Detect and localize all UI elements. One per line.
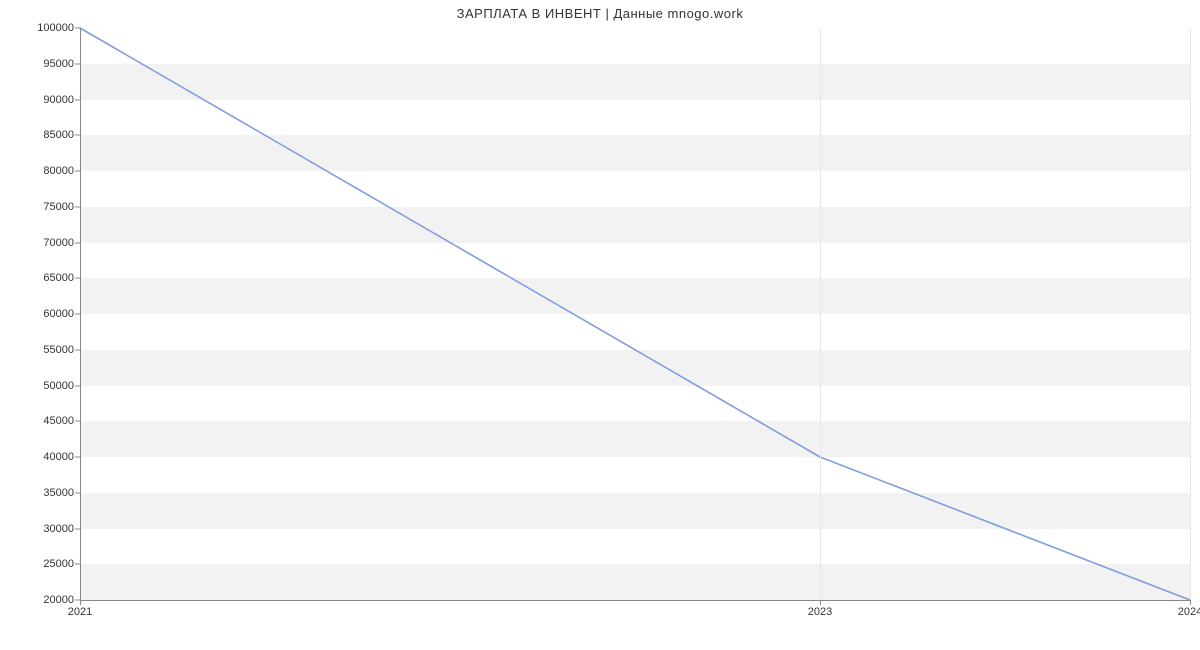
y-tick-label: 20000 <box>43 594 74 606</box>
x-axis-line <box>80 600 1190 601</box>
y-tick-label: 75000 <box>43 201 74 213</box>
y-tick-label: 85000 <box>43 129 74 141</box>
chart-title: ЗАРПЛАТА В ИНВЕНТ | Данные mnogo.work <box>0 6 1200 21</box>
y-tick-label: 40000 <box>43 451 74 463</box>
x-gridline <box>1190 28 1191 600</box>
y-tick-label: 80000 <box>43 165 74 177</box>
x-tick-label: 2021 <box>68 606 92 618</box>
x-tick-label: 2024 <box>1178 606 1200 618</box>
y-tick-label: 35000 <box>43 487 74 499</box>
y-axis-line <box>80 28 81 600</box>
y-tick-label: 60000 <box>43 308 74 320</box>
y-tick-label: 45000 <box>43 415 74 427</box>
x-gridline <box>820 28 821 600</box>
x-tick-mark <box>1190 600 1191 605</box>
y-tick-label: 70000 <box>43 237 74 249</box>
y-tick-label: 25000 <box>43 558 74 570</box>
y-tick-label: 65000 <box>43 272 74 284</box>
y-tick-label: 30000 <box>43 523 74 535</box>
y-tick-label: 100000 <box>37 22 74 34</box>
salary-line-chart: ЗАРПЛАТА В ИНВЕНТ | Данные mnogo.work 20… <box>0 0 1200 650</box>
y-tick-label: 90000 <box>43 94 74 106</box>
plot-area: 2000025000300003500040000450005000055000… <box>80 28 1190 600</box>
y-tick-label: 55000 <box>43 344 74 356</box>
y-tick-label: 95000 <box>43 58 74 70</box>
y-tick-label: 50000 <box>43 380 74 392</box>
series-line-salary <box>80 28 1190 600</box>
line-series <box>80 28 1190 600</box>
x-tick-label: 2023 <box>808 606 832 618</box>
